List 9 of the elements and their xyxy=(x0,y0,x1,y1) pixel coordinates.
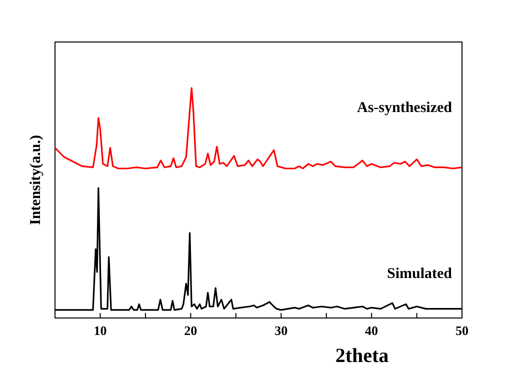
x-tick-label: 50 xyxy=(456,323,468,338)
x-tick-label: 40 xyxy=(365,323,378,338)
x-axis-title: 2theta xyxy=(335,345,389,367)
x-tick-label: 20 xyxy=(184,323,198,338)
y-axis-title: Intensity(a.u.) xyxy=(28,134,44,226)
x-tick-label: 10 xyxy=(94,323,107,338)
text: As-synthesized xyxy=(356,100,453,116)
series-label: Simulated xyxy=(386,266,453,282)
x-tick-label: 30 xyxy=(274,323,288,338)
